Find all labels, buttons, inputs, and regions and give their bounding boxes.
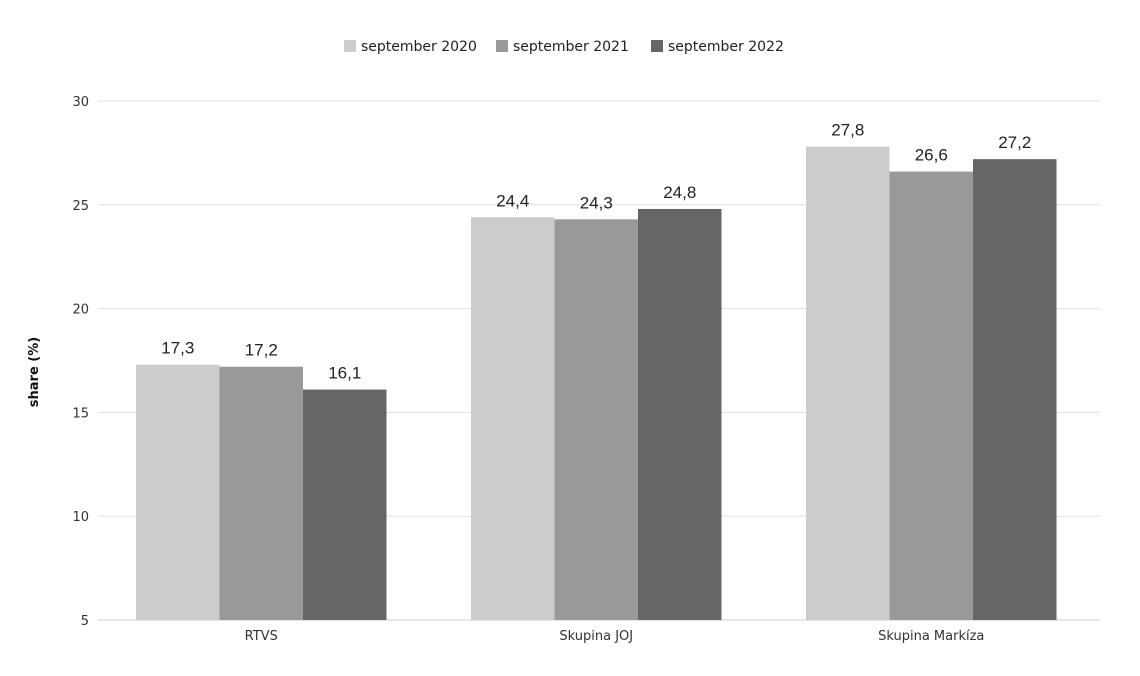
bar: [973, 159, 1057, 621]
legend: september 2020 september 2021 september 20…: [344, 39, 784, 55]
x-category-label: Skupina JOJ: [559, 629, 633, 644]
bar: [806, 146, 890, 620]
x-category-label: RTVS: [245, 629, 278, 644]
bar: [219, 366, 303, 620]
bar: [554, 219, 638, 620]
y-tick-label: 5: [81, 614, 89, 629]
legend-swatch: [496, 40, 508, 52]
y-tick-label: 25: [72, 199, 89, 214]
data-label: 24,4: [496, 191, 529, 210]
data-label: 27,8: [831, 121, 864, 140]
data-labels: 17,3 17,2 16,1 24,4 24,3 24,8 27,8 26,6 27,2: [161, 121, 1031, 383]
data-label: 16,1: [328, 364, 361, 383]
bar: [638, 208, 722, 620]
legend-swatch: [651, 40, 663, 52]
x-category-label: Skupina Markíza: [878, 629, 984, 644]
bar: [303, 389, 387, 620]
data-label: 24,8: [663, 183, 696, 202]
legend-swatch: [344, 40, 356, 52]
y-tick-label: 20: [72, 303, 89, 318]
legend-label: september 2020: [361, 39, 477, 55]
bar: [889, 171, 973, 621]
bar: [136, 364, 220, 620]
data-label: 17,2: [245, 341, 278, 360]
y-tick-label: 10: [72, 510, 89, 525]
legend-label: september 2022: [668, 39, 784, 55]
bar: [471, 217, 555, 621]
data-label: 24,3: [580, 193, 613, 212]
bars: [136, 146, 1057, 621]
y-tick-label: 30: [72, 95, 89, 110]
data-label: 27,2: [998, 133, 1031, 152]
data-label: 26,6: [915, 146, 948, 165]
legend-label: september 2021: [513, 39, 629, 55]
y-axis-title: share (%): [27, 337, 42, 407]
data-label: 17,3: [161, 339, 194, 358]
y-tick-label: 15: [72, 406, 89, 421]
y-axis-ticks: 5 10 15 20 25 30: [72, 95, 89, 629]
x-axis-categories: RTVS Skupina JOJ Skupina Markíza: [245, 629, 985, 644]
